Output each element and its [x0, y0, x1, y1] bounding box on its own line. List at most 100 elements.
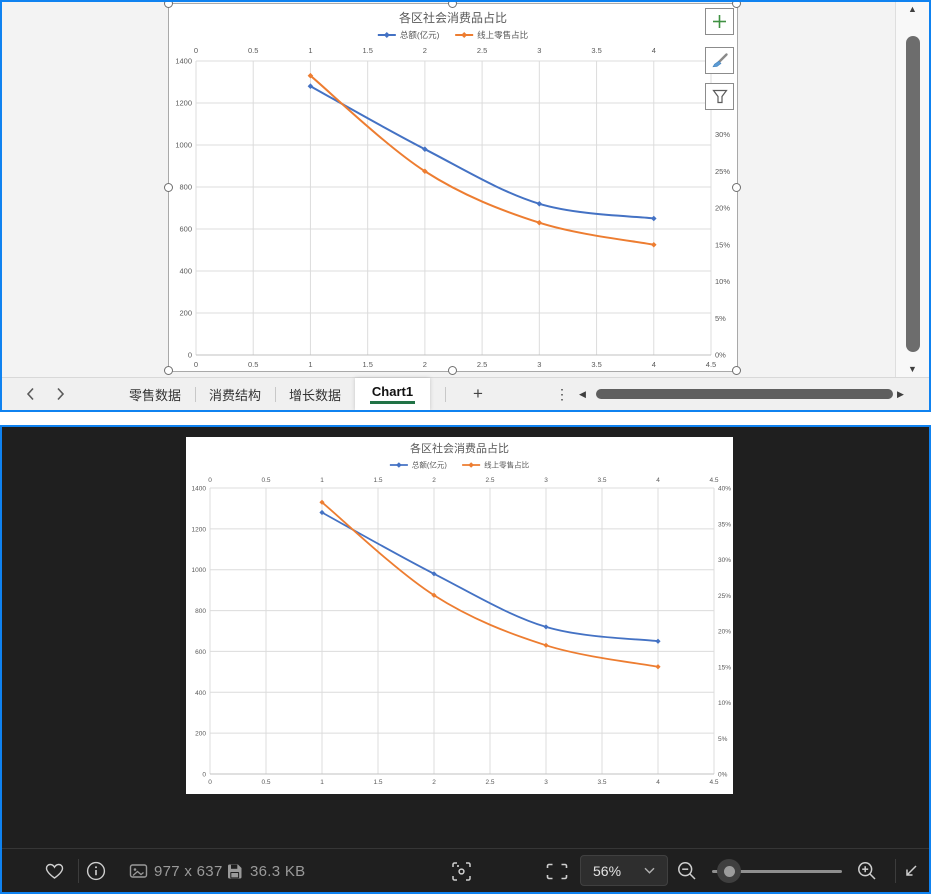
svg-text:600: 600 [179, 225, 192, 234]
fit-to-window-icon [546, 863, 568, 879]
spreadsheet-window: 000.50.5111.51.5222.52.5333.53.5444.54.5… [0, 0, 931, 412]
add-sheet-button[interactable]: + [473, 384, 483, 403]
svg-text:15%: 15% [718, 664, 731, 671]
svg-text:0%: 0% [715, 351, 726, 360]
sheet-tab-retail-data[interactable]: 零售数据 [115, 378, 195, 410]
svg-text:1: 1 [320, 779, 324, 786]
more-sheets-button[interactable]: ⋮ [555, 385, 569, 402]
svg-text:0.5: 0.5 [248, 360, 258, 369]
zoom-out-button[interactable] [675, 859, 699, 883]
svg-text:线上零售占比: 线上零售占比 [484, 460, 529, 470]
svg-text:1200: 1200 [175, 99, 192, 108]
svg-text:3: 3 [544, 779, 548, 786]
svg-text:30%: 30% [718, 557, 731, 564]
svg-text:0: 0 [194, 46, 198, 55]
viewer-toolbar: 977 x 637 36.3 KB [0, 848, 931, 892]
svg-text:1000: 1000 [192, 567, 207, 574]
svg-text:总额(亿元): 总额(亿元) [412, 460, 447, 470]
svg-text:2.5: 2.5 [477, 360, 487, 369]
resize-handle-bottom-left[interactable] [164, 366, 173, 375]
svg-text:400: 400 [195, 690, 206, 697]
zoom-in-button[interactable] [855, 859, 879, 883]
resize-handle-top-middle[interactable] [448, 0, 457, 8]
svg-text:1.5: 1.5 [373, 477, 382, 484]
tab-divider [275, 387, 276, 402]
next-sheet-button[interactable] [52, 386, 68, 402]
zoom-out-icon [678, 862, 696, 880]
horizontal-scrollbar-thumb[interactable] [596, 389, 893, 399]
resize-handle-middle-left[interactable] [164, 183, 173, 192]
svg-text:4: 4 [652, 360, 656, 369]
svg-text:2: 2 [423, 46, 427, 55]
svg-text:0: 0 [208, 477, 212, 484]
svg-text:0: 0 [202, 772, 206, 779]
svg-text:4.5: 4.5 [709, 477, 718, 484]
zoom-level-value: 56% [593, 862, 622, 879]
svg-text:800: 800 [179, 183, 192, 192]
active-sheet-tab-label: Chart1 [369, 384, 416, 404]
zoom-slider-track[interactable] [712, 870, 842, 873]
chevron-left-icon [26, 387, 34, 401]
svg-text:10%: 10% [715, 277, 730, 286]
svg-text:0%: 0% [718, 772, 728, 779]
resize-handle-bottom-middle[interactable] [448, 366, 457, 375]
svg-text:总额(亿元): 总额(亿元) [400, 30, 440, 40]
svg-text:600: 600 [195, 649, 206, 656]
diagonal-arrow-icon [906, 865, 917, 876]
svg-text:3: 3 [544, 477, 548, 484]
scroll-down-arrow-icon[interactable]: ▼ [908, 364, 917, 374]
resize-handle-top-left[interactable] [164, 0, 173, 8]
tab-scroll-right-arrow-icon[interactable]: ▶ [897, 388, 904, 399]
svg-text:各区社会消费品占比: 各区社会消费品占比 [399, 10, 507, 25]
svg-text:4: 4 [652, 46, 656, 55]
svg-text:3.5: 3.5 [591, 46, 601, 55]
image-dimensions-icon [126, 859, 150, 883]
chart-styles-button[interactable] [705, 47, 734, 74]
excel-chart-svg: 000.50.5111.51.5222.52.5333.53.5444.54.5… [169, 4, 737, 371]
favorite-button[interactable] [42, 859, 66, 883]
fullscreen-button[interactable] [899, 859, 923, 883]
svg-text:1.5: 1.5 [373, 779, 382, 786]
svg-text:800: 800 [195, 608, 206, 615]
svg-text:1400: 1400 [192, 486, 207, 493]
info-button[interactable] [84, 859, 108, 883]
vertical-scrollbar[interactable]: ▲ ▼ [895, 0, 929, 377]
svg-text:2.5: 2.5 [477, 46, 487, 55]
funnel-icon [711, 89, 728, 104]
chart-object[interactable]: 000.50.5111.51.5222.52.5333.53.5444.54.5… [164, 0, 741, 375]
svg-text:1: 1 [308, 360, 312, 369]
zoom-level-dropdown[interactable]: 56% [580, 855, 668, 886]
sheet-tab-consumption-structure[interactable]: 消费结构 [195, 378, 275, 410]
toolbar-divider [895, 859, 896, 883]
svg-text:线上零售占比: 线上零售占比 [477, 30, 528, 40]
svg-text:1: 1 [320, 477, 324, 484]
svg-text:2: 2 [423, 360, 427, 369]
svg-text:1: 1 [308, 46, 312, 55]
resize-handle-top-right[interactable] [732, 0, 741, 8]
svg-text:3: 3 [537, 46, 541, 55]
svg-text:4.5: 4.5 [709, 779, 718, 786]
fit-to-window-button[interactable] [545, 859, 569, 883]
image-dimensions-value: 977 x 637 [154, 862, 223, 880]
tab-scroll-left-arrow-icon[interactable]: ◀ [579, 388, 586, 399]
sheet-tab-growth-data[interactable]: 增长数据 [275, 378, 355, 410]
prev-sheet-button[interactable] [22, 386, 38, 402]
svg-text:5%: 5% [718, 736, 728, 743]
resize-handle-middle-right[interactable] [732, 183, 741, 192]
svg-text:30%: 30% [715, 130, 730, 139]
resize-handle-bottom-right[interactable] [732, 366, 741, 375]
svg-text:40%: 40% [718, 486, 731, 493]
sheet-tab-bar: 零售数据 消费结构 增长数据 Chart1 + ⋮ ◀ ▶ [0, 377, 931, 410]
exported-image-chart-svg: 000.50.5111.51.5222.52.5333.53.5444.54.5… [186, 437, 733, 794]
zoom-in-icon [858, 862, 876, 880]
chart-filters-button[interactable] [705, 83, 734, 110]
chart-elements-button[interactable] [705, 8, 734, 35]
info-icon [86, 861, 106, 881]
visual-search-button[interactable] [449, 859, 473, 883]
svg-text:3.5: 3.5 [597, 779, 606, 786]
scroll-up-arrow-icon[interactable]: ▲ [908, 4, 917, 14]
vertical-scrollbar-thumb[interactable] [906, 36, 920, 352]
svg-text:0.5: 0.5 [261, 477, 270, 484]
sheet-tab-chart1-active[interactable]: Chart1 [355, 378, 430, 410]
zoom-slider-handle[interactable] [717, 859, 741, 883]
